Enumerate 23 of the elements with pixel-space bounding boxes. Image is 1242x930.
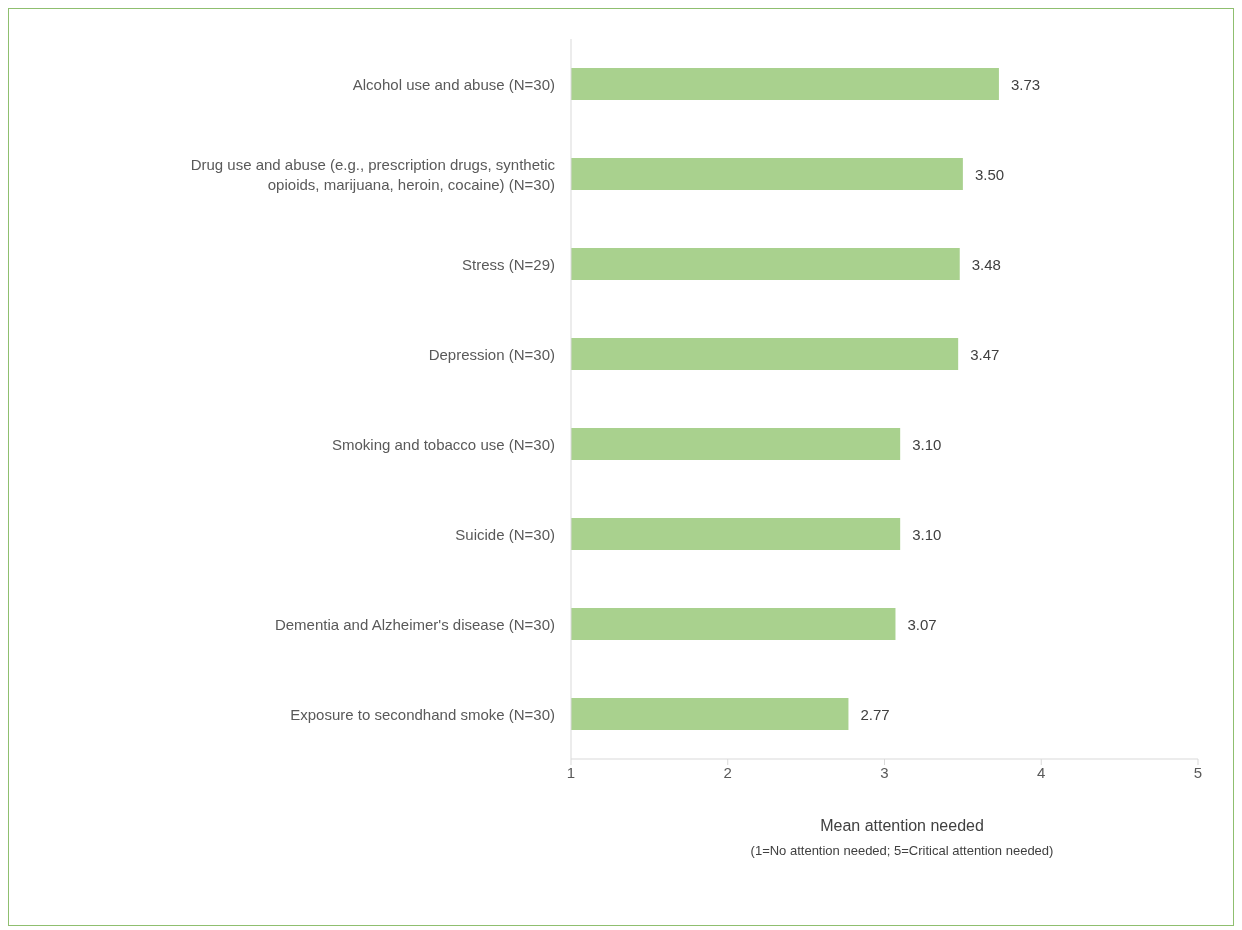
data-label: 3.10 [912,435,942,453]
data-label: 3.73 [1010,75,1041,93]
y-tick-label: Exposure to secondhand smoke (N=30) [290,705,555,723]
y-tick-label: Dementia and Alzheimer's disease (N=30) [274,615,555,633]
data-label: 3.48 [971,255,1001,273]
y-tick-label: Alcohol use and abuse (N=30) [352,75,555,93]
x-tick-label: 4 [1037,763,1046,781]
x-tick-label: 5 [1193,763,1203,781]
data-label: 3.50 [974,165,1005,183]
x-tick-label: 2 [723,763,732,781]
x-tick-label: 3 [880,763,889,781]
y-tick-label: Smoking and tobacco use (N=30) [331,435,555,453]
data-label: 3.47 [970,345,1000,363]
y-tick-label: Drug use and abuse (e.g., prescription drugs, synthetic opioids, marijuana, heroin, cocaine) (N=30) [190,155,556,193]
y-tick-label: Stress (N=29) [462,255,555,273]
x-axis-title: Mean attention needed [819,817,985,835]
data-label: 2.77 [860,705,890,723]
data-label: 3.07 [907,615,937,633]
x-tick-label: 1 [566,763,576,781]
text: (1=No attention needed; 5=Critical attention needed) [749,843,1055,858]
y-tick-label: Suicide (N=30) [455,525,555,543]
data-label: 3.10 [912,525,942,543]
y-tick-label: Depression (N=30) [428,345,555,363]
